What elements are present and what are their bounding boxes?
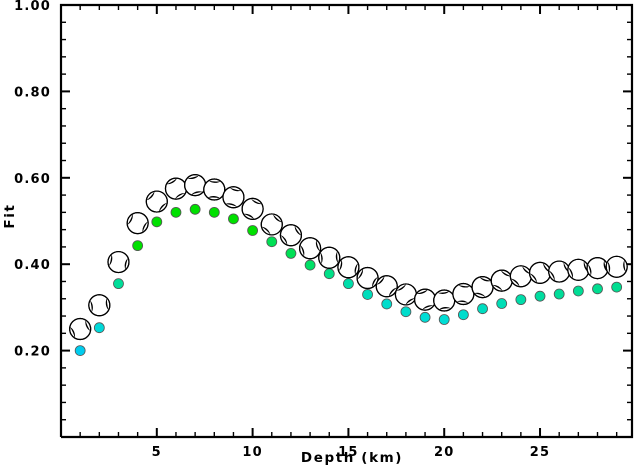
data-point-dot — [611, 281, 623, 293]
data-point-dot — [438, 314, 450, 325]
data-point-dot — [170, 206, 182, 218]
data-point-beachball — [337, 256, 360, 279]
data-point-dot — [572, 285, 584, 297]
data-point-dot — [113, 278, 124, 290]
x-tick-label: 5 — [152, 445, 162, 460]
data-point-beachball — [605, 255, 628, 278]
data-point-beachball — [107, 250, 130, 274]
data-point-beachball — [567, 258, 590, 281]
data-point-dot — [457, 309, 469, 321]
series-focal-mechanism-fit — [69, 174, 628, 341]
data-point-dot — [515, 294, 527, 306]
data-point-beachball — [88, 294, 111, 317]
data-point-dot — [477, 303, 488, 315]
data-point-beachball — [260, 213, 283, 236]
data-point-beachball — [203, 178, 226, 201]
data-point-dot — [208, 206, 220, 218]
data-point-beachball — [298, 237, 322, 260]
series-dot-fit — [74, 203, 623, 357]
ticks-group — [61, 4, 632, 438]
data-point-dot — [304, 259, 316, 271]
data-point-dot — [285, 247, 297, 259]
data-point-beachball — [433, 289, 456, 312]
y-tick-label: 0.20 — [14, 345, 51, 360]
data-point-beachball — [279, 224, 303, 247]
data-point-dot — [228, 213, 239, 225]
data-point-beachball — [145, 190, 168, 213]
data-point-dot — [151, 216, 163, 228]
data-point-beachball — [528, 261, 552, 284]
x-tick-label: 25 — [530, 445, 551, 460]
data-point-beachball — [222, 186, 245, 209]
data-point-beachball — [471, 275, 494, 299]
data-point-dot — [343, 278, 354, 290]
data-point-dot — [553, 288, 565, 300]
x-axis-title: Depth (km) — [301, 450, 403, 466]
tick-labels-group: 5 10 15 20 25 0.20 0.40 0.60 0.80 1.00 — [14, 0, 551, 460]
data-point-dot — [247, 225, 259, 236]
data-point-dot — [189, 203, 201, 215]
x-tick-label: 10 — [242, 445, 263, 460]
y-tick-label: 0.60 — [14, 172, 51, 187]
data-point-beachball — [375, 275, 398, 298]
data-point-beachball — [126, 212, 149, 235]
data-point-beachball — [356, 266, 379, 290]
y-tick-label: 0.80 — [14, 85, 51, 100]
y-tick-label: 1.00 — [14, 0, 51, 14]
data-point-beachball — [69, 317, 92, 341]
data-point-beachball — [548, 260, 571, 283]
data-point-dot — [93, 322, 105, 334]
data-point-dot — [132, 240, 144, 252]
y-tick-label: 0.40 — [14, 258, 51, 273]
data-point-beachball — [509, 265, 532, 288]
y-axis-title: Fit — [2, 203, 18, 228]
data-point-dot — [74, 345, 86, 357]
data-point-beachball — [490, 269, 513, 292]
data-point-beachball — [413, 288, 437, 311]
data-point-beachball — [184, 174, 207, 197]
data-point-beachball — [164, 177, 188, 200]
data-point-dot — [496, 298, 508, 309]
data-point-dot — [400, 306, 412, 318]
data-point-dot — [592, 283, 603, 295]
x-tick-label: 15 — [338, 445, 359, 460]
data-point-beachball — [241, 197, 264, 221]
data-point-beachball — [452, 282, 475, 306]
data-point-dot — [266, 236, 278, 248]
x-tick-label: 20 — [434, 445, 455, 460]
data-point-dot — [362, 289, 373, 300]
data-point-dot — [534, 290, 546, 302]
data-point-dot — [381, 298, 393, 310]
data-point-beachball — [394, 283, 417, 306]
data-point-dot — [419, 311, 431, 323]
data-point-dot — [323, 268, 335, 280]
data-point-beachball — [586, 256, 609, 280]
data-point-beachball — [318, 246, 341, 269]
